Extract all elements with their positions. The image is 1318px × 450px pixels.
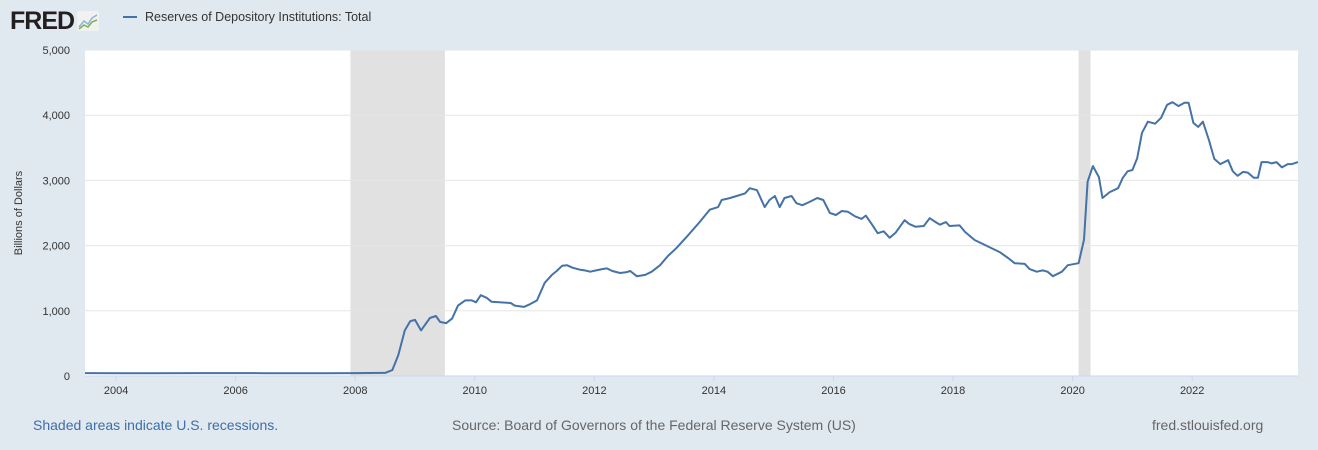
source-text: Source: Board of Governors of the Federa… <box>452 417 856 433</box>
y-axis-label: Billions of Dollars <box>13 170 25 255</box>
x-tick-label: 2006 <box>223 385 247 397</box>
recession-shade <box>350 50 445 376</box>
x-tick-label: 2008 <box>343 385 367 397</box>
x-tick-label: 2012 <box>582 385 606 397</box>
x-tick-label: 2018 <box>941 385 965 397</box>
legend-line-swatch <box>123 16 137 18</box>
y-tick-label: 0 <box>64 371 70 383</box>
recession-note: Shaded areas indicate U.S. recessions. <box>33 417 279 433</box>
chart-legend: Reserves of Depository Institutions: Tot… <box>123 10 371 24</box>
y-tick-label: 5,000 <box>42 45 70 57</box>
y-tick-label: 3,000 <box>42 175 70 187</box>
recession-shade <box>1078 50 1091 376</box>
fred-logo[interactable]: FRED <box>10 7 100 35</box>
site-link[interactable]: fred.stlouisfed.org <box>1152 417 1264 433</box>
chart-graph-icon <box>77 11 100 31</box>
plot-area <box>85 50 1298 376</box>
x-tick-label: 2014 <box>702 385 726 397</box>
y-tick-label: 2,000 <box>42 241 70 253</box>
legend-series-label: Reserves of Depository Institutions: Tot… <box>145 10 372 24</box>
series-line <box>84 101 1299 375</box>
x-tick-label: 2004 <box>104 385 128 397</box>
x-tick-label: 2020 <box>1060 385 1084 397</box>
x-tick-label: 2016 <box>821 385 845 397</box>
y-tick-label: 4,000 <box>42 110 70 122</box>
x-tick-label: 2022 <box>1180 385 1204 397</box>
fred-logo-text: FRED <box>10 7 75 35</box>
y-tick-label: 1,000 <box>42 306 70 318</box>
x-tick-label: 2010 <box>463 385 487 397</box>
